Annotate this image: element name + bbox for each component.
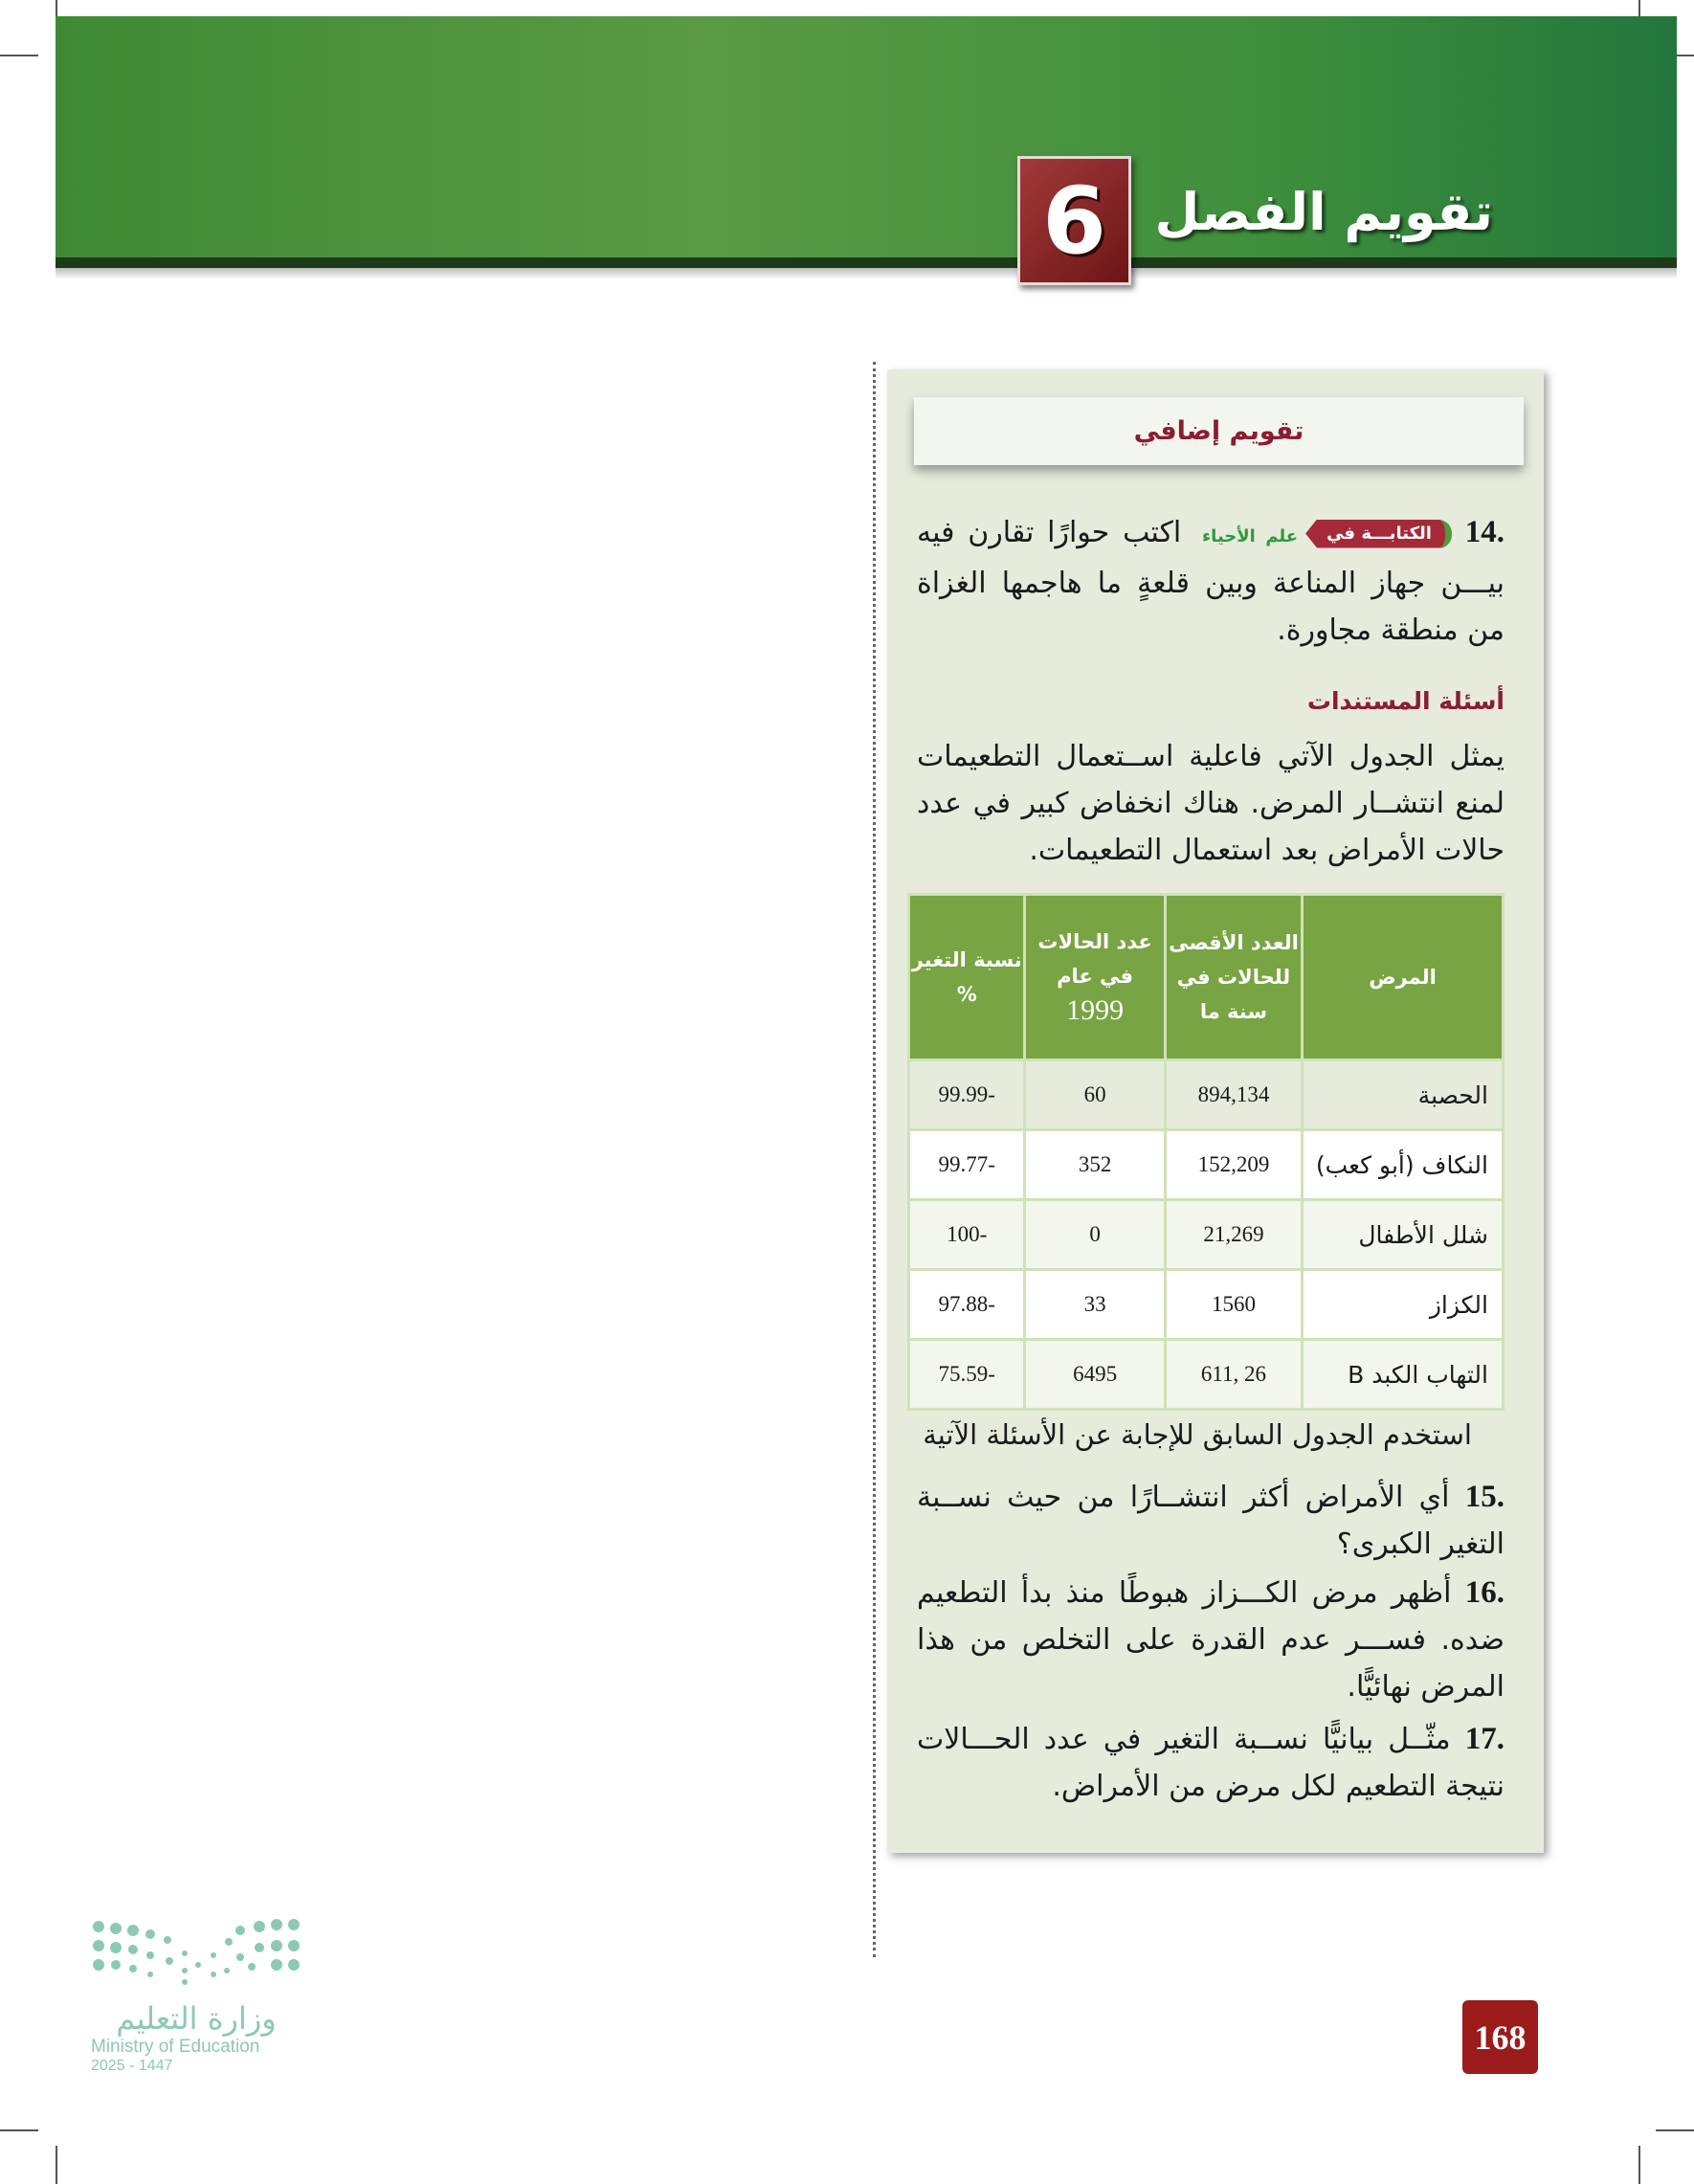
- section-title: تقويم إضافي: [914, 397, 1524, 465]
- instruction: استخدم الجدول السابق للإجابة عن الأسئلة …: [923, 1418, 1472, 1451]
- logo-dot: [164, 1936, 171, 1944]
- writing-tag: الكتابـــة في: [1305, 519, 1452, 548]
- cell: الكزاز: [1301, 1268, 1505, 1341]
- question-text-cont: بيـــن جهاز المناعة وبين قلعةٍ ما هاجمها…: [917, 567, 1505, 647]
- cell: 352: [1023, 1128, 1167, 1201]
- question-14: .14 الكتابـــة في علم الأحياء اكتب حوارًا…: [917, 509, 1505, 654]
- logo-dot: [147, 1972, 153, 1977]
- logo-year: 2025 - 1447: [91, 2058, 173, 2074]
- table-row: التهاب الكبد B 26 ,611 6495 -75.59: [906, 1338, 1505, 1411]
- question-number: .16: [1464, 1575, 1505, 1610]
- chapter-number-badge: 6: [1017, 156, 1131, 285]
- chapter-title: تقويم الفصل: [1154, 182, 1493, 242]
- logo-dot: [288, 1940, 300, 1951]
- logo-dot: [195, 1962, 201, 1968]
- table-row: النكاف (أبو كعب) 152,209 352 -99.77: [906, 1128, 1505, 1201]
- page-number: 168: [1462, 2000, 1538, 2074]
- logo-dot: [127, 1925, 139, 1936]
- documents-intro: يمثل الجدول الآتي فاعلية اســتعمال التطع…: [917, 740, 1505, 867]
- cell: 894,134: [1163, 1059, 1304, 1131]
- documents-heading: أسئلة المستندات: [1306, 687, 1505, 715]
- logo-dot: [288, 1959, 300, 1971]
- cell: -97.88: [906, 1268, 1027, 1341]
- logo-dot: [271, 1919, 282, 1930]
- cell: 152,209: [1163, 1128, 1304, 1201]
- question-15: .15 أي الأمراض أكثر انتشــارًا من حيث نس…: [917, 1474, 1505, 1568]
- table-row: شلل الأطفال 21,269 0 -100: [906, 1198, 1505, 1271]
- column-header: المرض: [1301, 893, 1505, 1061]
- logo-dot: [211, 1952, 216, 1958]
- subject-label: علم الأحياء: [1201, 526, 1299, 546]
- logo-dot: [129, 1965, 137, 1972]
- question-number: .14: [1464, 515, 1505, 549]
- logo-dot: [211, 1972, 216, 1977]
- logo-dot: [93, 1959, 104, 1971]
- question-17: .17 مثّــل بيانيًّا نســبة التغير في عدد…: [917, 1716, 1505, 1810]
- cell: 0: [1023, 1198, 1167, 1271]
- logo-dot: [111, 1960, 121, 1970]
- logo-dots-icon: [93, 1919, 300, 1985]
- logo-arabic: وزارة التعليم: [116, 2000, 277, 2037]
- column-header: العدد الأقصى للحالات في سنة ما: [1163, 893, 1304, 1061]
- cell: -75.59: [906, 1338, 1027, 1411]
- logo-english: Ministry of Education: [91, 2037, 260, 2057]
- logo-dot: [255, 1943, 264, 1952]
- cell: 21,269: [1163, 1198, 1304, 1271]
- logo-dot: [145, 1929, 155, 1939]
- logo-dot: [248, 1963, 256, 1971]
- cell: 26 ,611: [1163, 1338, 1304, 1411]
- logo-dot: [146, 1951, 154, 1959]
- cell: التهاب الكبد B: [1301, 1338, 1505, 1411]
- logo-dot: [182, 1968, 188, 1973]
- cell: -99.99: [906, 1059, 1027, 1131]
- logo-dot: [288, 1919, 300, 1930]
- question-text: أي الأمراض أكثر انتشــارًا من حيث نســبة…: [917, 1481, 1505, 1561]
- cell: 6495: [1023, 1338, 1167, 1411]
- logo-dot: [224, 1968, 230, 1973]
- logo-dot: [93, 1940, 104, 1951]
- logo-dot: [271, 1959, 282, 1971]
- ministry-logo: وزارة التعليم Ministry of Education 2025…: [91, 1919, 301, 2075]
- logo-dot: [182, 1979, 188, 1985]
- cell: 1560: [1163, 1268, 1304, 1341]
- table-row: الحصبة 894,134 60 -99.99: [906, 1059, 1505, 1131]
- logo-dot: [271, 1940, 282, 1951]
- logo-dot: [128, 1945, 138, 1954]
- logo-dot: [110, 1942, 122, 1953]
- question-number: .15: [1464, 1480, 1505, 1514]
- vaccination-table: المرض العدد الأقصى للحالات في سنة ما عدد…: [906, 893, 1505, 1411]
- question-text: مثّــل بيانيًّا نســبة التغير في عدد الح…: [917, 1723, 1505, 1803]
- question-16: .16 أظهر مرض الكـــزاز هبوطًا منذ بدأ ال…: [917, 1570, 1505, 1710]
- table-header-row: المرض العدد الأقصى للحالات في سنة ما عدد…: [906, 893, 1505, 1061]
- chapter-header-band: [56, 16, 1677, 279]
- cell: الحصبة: [1301, 1059, 1505, 1131]
- cell: النكاف (أبو كعب): [1301, 1128, 1505, 1201]
- column-header: نسبة التغير %: [906, 893, 1027, 1061]
- logo-dot: [235, 1926, 245, 1935]
- question-text: اكتب حوارًا تقارن فيه: [917, 516, 1182, 549]
- cell: 33: [1023, 1268, 1167, 1341]
- column-header: عدد الحالات في عام 1999: [1023, 893, 1167, 1061]
- table-row: الكزاز 1560 33 -97.88: [906, 1268, 1505, 1341]
- cell: -100: [906, 1198, 1027, 1271]
- cell: -99.77: [906, 1128, 1027, 1201]
- logo-dot: [236, 1953, 244, 1961]
- question-text: أظهر مرض الكـــزاز هبوطًا منذ بدأ التطعي…: [917, 1576, 1505, 1704]
- logo-dot: [225, 1938, 233, 1946]
- logo-dot: [182, 1950, 188, 1956]
- cell: 60: [1023, 1059, 1167, 1131]
- logo-dot: [166, 1957, 173, 1965]
- question-number: .17: [1464, 1722, 1505, 1756]
- logo-dot: [254, 1921, 265, 1932]
- column-divider: [873, 362, 876, 1957]
- logo-dot: [110, 1923, 122, 1934]
- logo-dot: [93, 1921, 104, 1932]
- cell: شلل الأطفال: [1301, 1198, 1505, 1271]
